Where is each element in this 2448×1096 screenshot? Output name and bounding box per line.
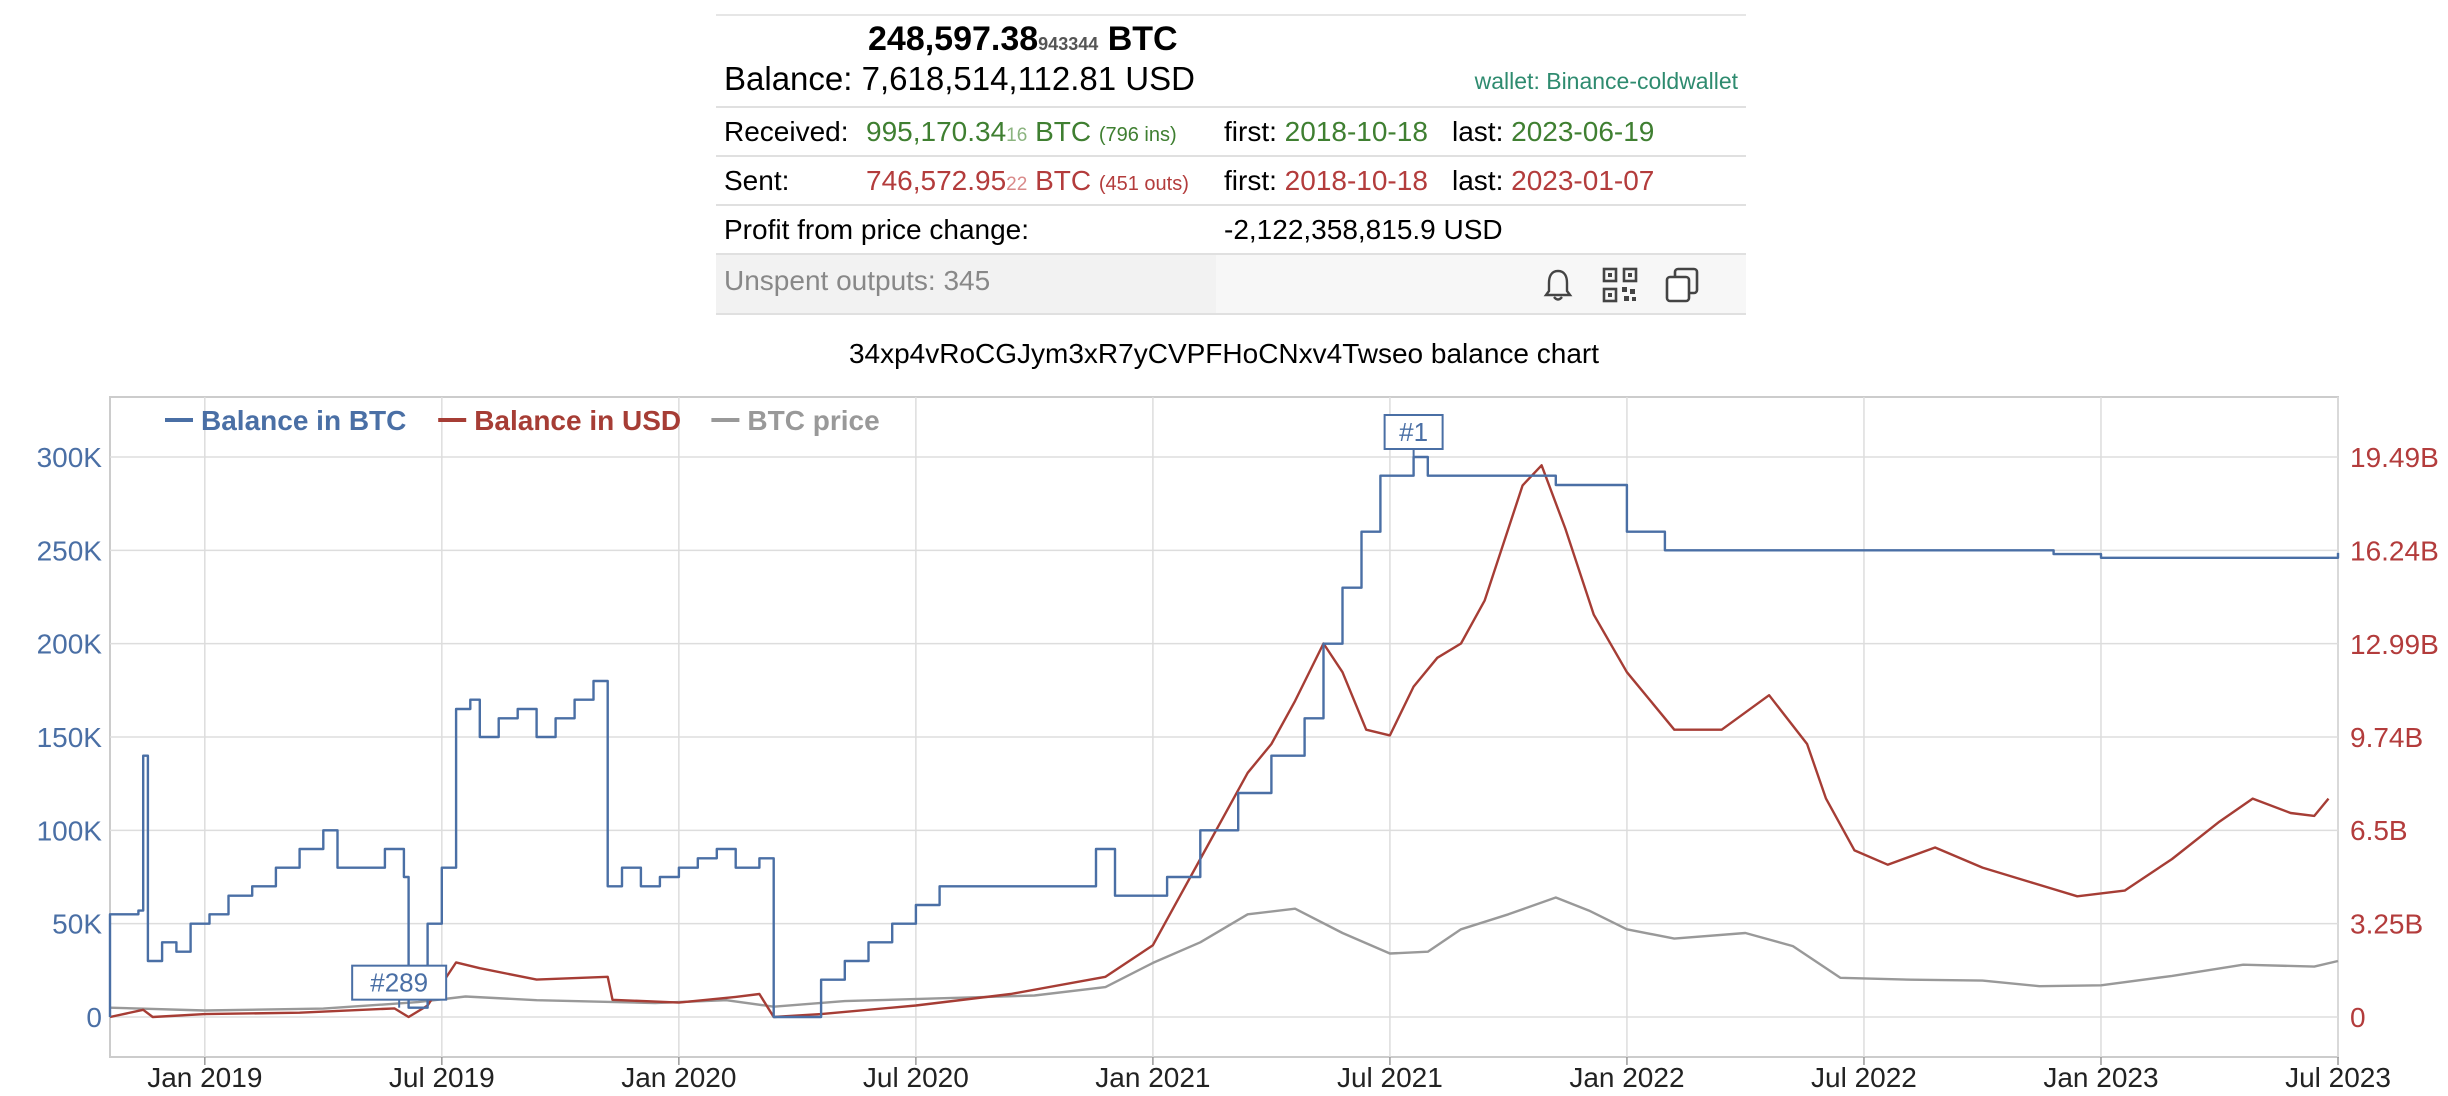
annotations: #1 #289 xyxy=(351,414,1444,1008)
x-tick-label: Jan 2021 xyxy=(1095,1062,1210,1093)
sent-amount: 746,572.9522 BTC (451 outs) xyxy=(866,165,1189,196)
unspent-outputs[interactable]: Unspent outputs: 345 xyxy=(724,265,991,296)
y-left-tick-label: 50K xyxy=(52,909,102,940)
x-tick-label: Jul 2021 xyxy=(1337,1062,1443,1093)
gridlines xyxy=(109,396,2339,1058)
legend-label: Balance in BTC xyxy=(201,405,406,436)
legend-item[interactable]: BTC price xyxy=(711,405,880,436)
legend-item[interactable]: Balance in USD xyxy=(438,405,681,436)
annotation-flag[interactable]: #289 xyxy=(351,964,448,1008)
legend: Balance in BTC Balance in USD BTC price xyxy=(165,405,880,436)
x-tick-label: Jul 2020 xyxy=(863,1062,969,1093)
x-tick-label: Jul 2022 xyxy=(1811,1062,1917,1093)
balance-usd-line: Balance: 7,618,514,112.81 USD xyxy=(724,60,1195,97)
balance-chart[interactable]: 0 50K 100K 150K 200K 250K 300K 0 3.25B 6.5B 9.74B 1… xyxy=(0,385,2448,1096)
x-tick-label: Jan 2022 xyxy=(1569,1062,1684,1093)
sent-first: first: 2018-10-18 xyxy=(1224,165,1428,196)
copy-icon[interactable] xyxy=(1662,265,1702,305)
qr-code-icon[interactable] xyxy=(1600,265,1640,305)
x-tick-label: Jan 2019 xyxy=(147,1062,262,1093)
y-left-tick-label: 150K xyxy=(37,722,103,753)
wallet-label[interactable]: wallet: Binance-coldwallet xyxy=(1474,68,1738,94)
series-line-btc-price xyxy=(109,896,2339,1012)
y-right-tick-label: 3.25B xyxy=(2350,909,2423,940)
y-right-tick-label: 0 xyxy=(2350,1002,2366,1033)
y-right-tick-label: 16.24B xyxy=(2350,535,2439,566)
received-first: first: 2018-10-18 xyxy=(1224,116,1428,147)
profit-row: Profit from price change: -2,122,358,815… xyxy=(716,206,1746,255)
y-left-tick-label: 250K xyxy=(37,535,103,566)
series-line-balance-in-btc xyxy=(108,455,2340,1019)
y-right-tick-label: 6.5B xyxy=(2350,815,2408,846)
y-right-tick-label: 12.99B xyxy=(2350,629,2439,660)
profit-value: -2,122,358,815.9 USD xyxy=(1224,214,1503,245)
balance-row: 248,597.38943344 BTC Balance: 7,618,514,… xyxy=(716,16,1746,108)
x-tick-label: Jul 2019 xyxy=(389,1062,495,1093)
series-layer xyxy=(108,455,2340,1019)
series-line-balance-in-usd xyxy=(109,464,2330,1019)
x-tick-label: Jan 2023 xyxy=(2043,1062,2158,1093)
legend-label: BTC price xyxy=(747,405,879,436)
y-right-tick-label: 9.74B xyxy=(2350,722,2423,753)
unspent-row: Unspent outputs: 345 xyxy=(716,255,1746,315)
y-left-tick-label: 100K xyxy=(37,815,103,846)
received-row: Received: 995,170.3416 BTC (796 ins) fir… xyxy=(716,108,1746,157)
sent-row: Sent: 746,572.9522 BTC (451 outs) first:… xyxy=(716,157,1746,206)
received-label: Received: xyxy=(724,116,849,147)
y-left-tick-label: 200K xyxy=(37,629,103,660)
wallet-summary-table: 248,597.38943344 BTC Balance: 7,618,514,… xyxy=(716,14,1746,315)
y-left-tick-label: 0 xyxy=(86,1002,102,1033)
profit-label: Profit from price change: xyxy=(724,214,1030,245)
annotation-label: #1 xyxy=(1399,417,1428,447)
bell-icon[interactable] xyxy=(1538,265,1578,305)
plot-frame xyxy=(109,396,2339,1058)
x-tick-label: Jan 2020 xyxy=(621,1062,736,1093)
legend-label: Balance in USD xyxy=(474,405,681,436)
sent-last: last: 2023-01-07 xyxy=(1452,165,1655,196)
chart-title: 34xp4vRoCGJym3xR7yCVPFHoCNxv4Twseo balan… xyxy=(848,338,1600,369)
annotation-flag[interactable]: #1 xyxy=(1383,414,1444,457)
y-left-tick-label: 300K xyxy=(37,442,103,473)
balance-btc: 248,597.38943344 BTC xyxy=(868,20,1178,58)
annotation-label: #289 xyxy=(370,968,428,998)
y-right-tick-label: 19.49B xyxy=(2350,442,2439,473)
x-tick-label: Jul 2023 xyxy=(2285,1062,2391,1093)
sent-label: Sent: xyxy=(724,165,790,196)
legend-item[interactable]: Balance in BTC xyxy=(165,405,406,436)
axes: 0 50K 100K 150K 200K 250K 300K 0 3.25B 6.5B 9.74B 1… xyxy=(37,442,2439,1093)
received-last: last: 2023-06-19 xyxy=(1452,116,1655,147)
received-amount: 995,170.3416 BTC (796 ins) xyxy=(866,116,1177,147)
